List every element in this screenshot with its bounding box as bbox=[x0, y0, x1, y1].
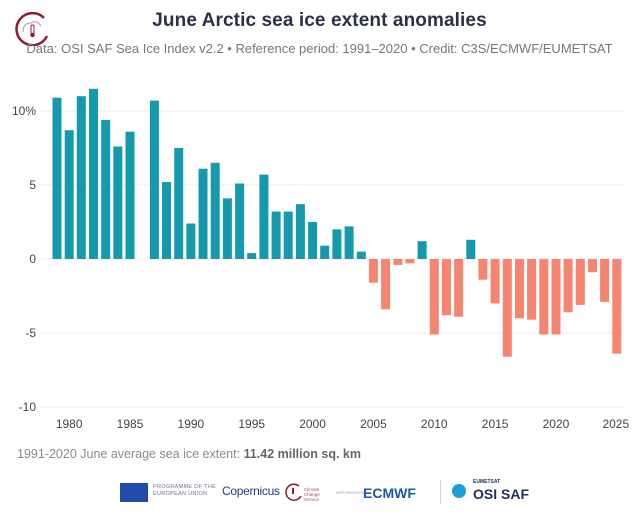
x-tick-label: 2010 bbox=[421, 417, 448, 431]
x-tick-label: 2000 bbox=[299, 417, 326, 431]
x-tick-label: 1995 bbox=[238, 417, 265, 431]
bar-2002 bbox=[332, 229, 342, 259]
bar-2005 bbox=[368, 259, 378, 283]
bar-2007 bbox=[393, 259, 403, 265]
eu-flag-icon bbox=[120, 483, 148, 502]
bar-2006 bbox=[381, 259, 391, 310]
partner-logos: PROGRAMME OF THE EUROPEAN UNION Copernic… bbox=[0, 478, 639, 508]
bar-1981 bbox=[76, 96, 86, 259]
bar-1994 bbox=[235, 183, 245, 259]
bar-2008 bbox=[405, 259, 415, 264]
bar-2023 bbox=[588, 259, 597, 273]
bar-2011 bbox=[441, 259, 451, 316]
footnote: 1991-2020 June average sea ice extent: 1… bbox=[17, 447, 361, 461]
x-tick-label: 2025 bbox=[602, 417, 629, 431]
c3s-small-logo-icon bbox=[285, 483, 302, 501]
bar-1993 bbox=[222, 198, 232, 259]
chart-title: June Arctic sea ice extent anomalies bbox=[152, 10, 487, 31]
c3s-text: Climate Change Service bbox=[304, 487, 320, 502]
bar-1995 bbox=[247, 253, 257, 259]
bar-1989 bbox=[174, 148, 184, 259]
bar-1982 bbox=[89, 88, 98, 259]
bar-1999 bbox=[295, 204, 305, 259]
ecmwf-logo: ECMWF bbox=[363, 485, 416, 501]
x-tick-label: 1985 bbox=[117, 417, 144, 431]
x-tick-label: 2005 bbox=[360, 417, 387, 431]
x-axis-labels: 1980 1985 1990 1995 2000 2005 2010 2015 2020 2025 bbox=[56, 417, 630, 431]
y-tick-label: 5 bbox=[29, 178, 36, 192]
eumetsat-text: EUMETSAT bbox=[473, 479, 501, 485]
bar-2000 bbox=[308, 222, 318, 259]
bar-2004 bbox=[356, 251, 366, 259]
logo-divider bbox=[440, 480, 441, 504]
bar-1992 bbox=[210, 162, 220, 259]
chart-subtitle: Data: OSI SAF Sea Ice Index v2.2 • Refer… bbox=[26, 41, 613, 56]
bar-2015 bbox=[490, 259, 500, 304]
bar-2025 bbox=[612, 259, 622, 354]
bar-1984 bbox=[113, 146, 123, 259]
bar-1996 bbox=[259, 174, 269, 259]
copernicus-logo: Copernicus bbox=[222, 484, 280, 498]
bar-2009 bbox=[417, 241, 427, 259]
c3s-logo-icon bbox=[15, 11, 49, 46]
gridlines bbox=[40, 110, 624, 408]
x-tick-label: 2020 bbox=[543, 417, 570, 431]
bar-1980 bbox=[64, 130, 74, 259]
bar-2024 bbox=[600, 259, 610, 302]
bar-2022 bbox=[575, 259, 585, 305]
y-tick-label: -10 bbox=[19, 400, 37, 414]
bar-2019 bbox=[539, 259, 549, 335]
bar-2016 bbox=[502, 259, 512, 357]
eu-programme-text: PROGRAMME OF THE EUROPEAN UNION bbox=[153, 484, 217, 497]
footnote-value: 11.42 million sq. km bbox=[243, 447, 361, 461]
bar-2014 bbox=[478, 259, 488, 280]
footnote-prefix: 1991-2020 June average sea ice extent: bbox=[17, 447, 244, 461]
bar-2012 bbox=[454, 259, 464, 317]
bar-2018 bbox=[527, 259, 537, 320]
x-tick-label: 1980 bbox=[56, 417, 83, 431]
bar-1987 bbox=[149, 100, 159, 259]
bar-1979 bbox=[52, 97, 62, 259]
y-tick-label: 10% bbox=[12, 104, 36, 118]
osisaf-globe-icon bbox=[452, 484, 466, 498]
bar-chart: 10% 5 0 -5 -10 1980 1985 1990 1995 2000 2005 2010 2… bbox=[12, 88, 630, 431]
osisaf-logo: OSI SAF bbox=[473, 486, 530, 502]
bar-1991 bbox=[198, 168, 208, 259]
bars bbox=[52, 88, 622, 357]
bar-1998 bbox=[283, 211, 293, 259]
y-tick-label: -5 bbox=[25, 326, 36, 340]
bar-2013 bbox=[466, 239, 476, 259]
x-tick-label: 1990 bbox=[178, 417, 205, 431]
bar-1988 bbox=[162, 182, 171, 259]
y-tick-label: 0 bbox=[29, 252, 36, 266]
x-tick-label: 2015 bbox=[482, 417, 509, 431]
bar-2020 bbox=[551, 259, 561, 335]
implemented-by-text: IMPLEMENTED BY bbox=[336, 490, 372, 495]
bar-2017 bbox=[515, 259, 524, 319]
bar-2001 bbox=[320, 245, 330, 259]
bar-2003 bbox=[344, 226, 354, 259]
bar-1983 bbox=[101, 119, 111, 260]
bar-2010 bbox=[429, 259, 439, 335]
bar-2021 bbox=[563, 259, 573, 313]
bar-1997 bbox=[271, 211, 281, 259]
y-axis-labels: 10% 5 0 -5 -10 bbox=[12, 104, 36, 414]
bar-1985 bbox=[125, 131, 135, 259]
bar-1990 bbox=[186, 223, 196, 259]
